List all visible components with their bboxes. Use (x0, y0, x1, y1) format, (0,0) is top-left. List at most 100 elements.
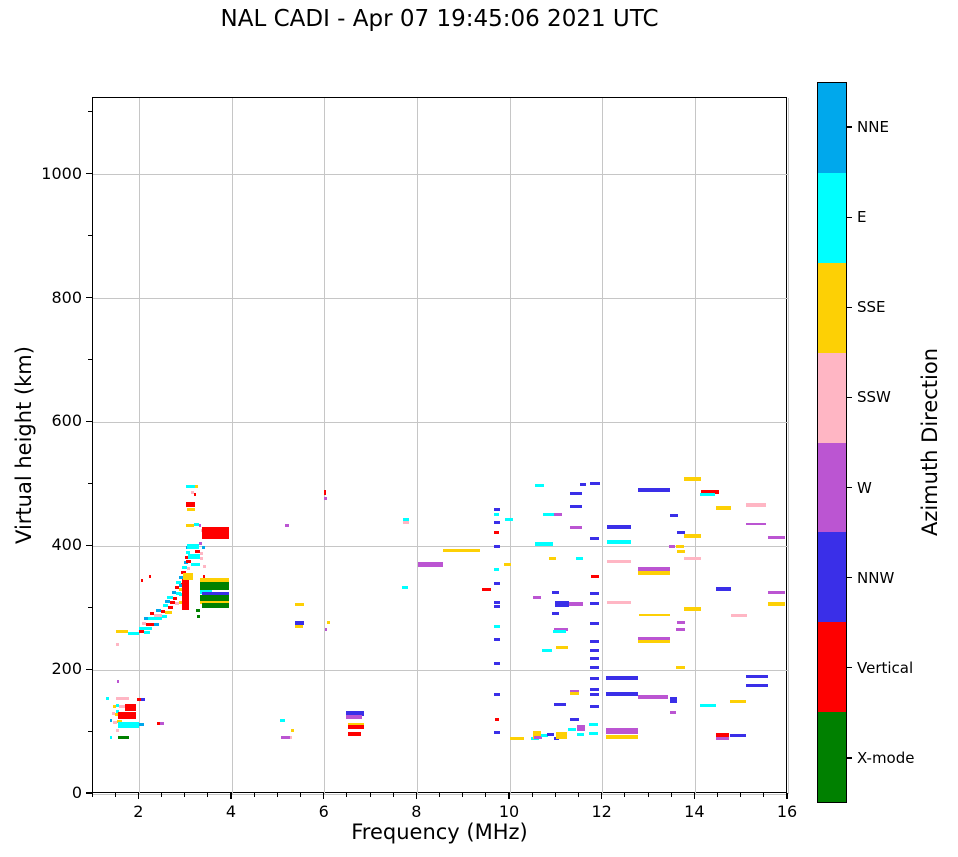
data-segment (549, 557, 557, 561)
data-segment (493, 605, 501, 609)
data-segment (294, 624, 303, 628)
data-segment (118, 721, 140, 728)
data-segment (493, 661, 501, 665)
data-segment (493, 568, 499, 572)
data-segment (670, 514, 678, 518)
data-segment (182, 602, 189, 610)
data-segment (418, 561, 444, 567)
data-segment (327, 620, 330, 624)
data-segment (324, 497, 327, 501)
colorbar-segment-sse (818, 262, 846, 353)
x-axis-major-tick (230, 793, 232, 799)
data-segment (199, 600, 229, 604)
data-segment (167, 595, 173, 599)
data-segment (589, 648, 600, 652)
data-segment (194, 484, 199, 488)
data-segment (746, 674, 768, 678)
data-segment (291, 729, 294, 733)
data-segment (139, 630, 144, 634)
data-segment (165, 599, 170, 603)
y-tick-label: 1000 (41, 163, 82, 183)
x-tick-label: 16 (776, 802, 798, 821)
data-segment (171, 590, 177, 594)
colorbar-segment-e (818, 172, 846, 263)
data-segment (493, 531, 499, 535)
x-axis-minor-tick (392, 793, 394, 797)
x-axis-minor-tick (485, 793, 487, 797)
data-segment (199, 577, 229, 583)
data-segment (185, 551, 191, 554)
data-segment (178, 601, 183, 605)
data-segment (589, 537, 600, 541)
data-segment (684, 606, 701, 611)
x-axis-minor-tick (647, 793, 649, 797)
data-segment (289, 735, 293, 739)
data-segment (607, 560, 632, 564)
data-segment (716, 505, 731, 510)
colorbar-category-label: SSW (857, 388, 891, 407)
data-segment (324, 628, 328, 632)
data-segment (323, 489, 327, 495)
data-segment (556, 731, 567, 739)
x-axis-major-tick (508, 793, 510, 799)
data-segment (141, 621, 147, 625)
data-segment (684, 476, 701, 481)
data-segment (347, 722, 365, 727)
grid-line-vertical (324, 98, 326, 794)
data-segment (570, 689, 580, 693)
data-segment (540, 733, 548, 737)
data-segment (767, 591, 785, 595)
data-segment (588, 732, 599, 736)
data-segment (345, 714, 362, 719)
data-segment (156, 721, 161, 725)
data-segment (589, 592, 600, 596)
colorbar-segment-nnw (818, 532, 846, 623)
y-axis-major-tick (86, 173, 92, 175)
data-segment (112, 712, 116, 715)
data-segment (554, 703, 566, 707)
colorbar-tick (847, 757, 852, 759)
data-segment (589, 621, 600, 625)
data-segment (493, 521, 501, 525)
data-segment (588, 722, 599, 726)
colorbar-category-label: W (857, 478, 872, 497)
colorbar-segment-w (818, 442, 846, 533)
data-segment (168, 606, 173, 610)
data-segment (684, 556, 701, 560)
colorbar-segment-x-mode (818, 712, 846, 802)
data-segment (201, 546, 206, 550)
data-segment (676, 550, 685, 554)
data-segment (182, 586, 189, 596)
data-segment (570, 505, 583, 509)
data-segment (606, 735, 638, 740)
data-segment (194, 522, 199, 526)
y-axis-minor-tick (88, 482, 92, 484)
grid-line-vertical (231, 98, 233, 794)
data-segment (567, 728, 577, 732)
grid-line-horizontal (93, 669, 788, 671)
data-segment (113, 720, 118, 724)
data-segment (589, 693, 600, 697)
data-segment (147, 617, 163, 621)
data-segment (347, 731, 362, 736)
data-segment (675, 545, 684, 549)
grid-line-horizontal (93, 421, 788, 423)
data-segment (551, 591, 560, 595)
data-segment (178, 584, 183, 588)
data-segment (510, 736, 524, 740)
data-segment (200, 529, 204, 533)
data-segment (547, 733, 555, 737)
data-segment (116, 696, 129, 700)
data-segment (182, 578, 189, 588)
data-segment (140, 578, 144, 582)
colorbar-tick (847, 486, 852, 489)
data-segment (543, 512, 555, 516)
data-segment (149, 612, 155, 616)
grid-line-vertical (416, 98, 418, 794)
data-segment (503, 563, 512, 567)
data-segment (553, 630, 566, 634)
data-segment (534, 736, 543, 740)
data-segment (185, 484, 195, 488)
data-segment (176, 580, 182, 584)
data-segment (767, 601, 785, 606)
